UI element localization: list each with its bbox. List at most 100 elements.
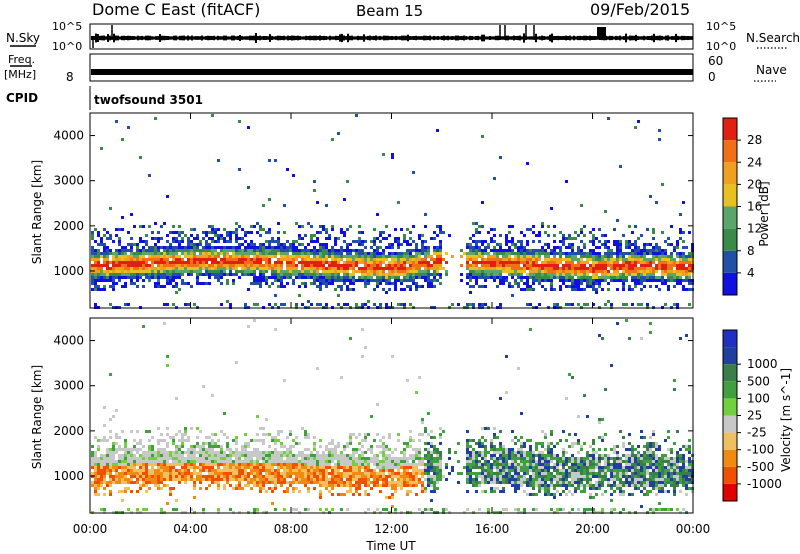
heatmap-cell	[103, 228, 106, 231]
heatmap-cell	[136, 490, 139, 493]
freq-sample	[183, 69, 185, 75]
nsky-sample	[289, 35, 291, 41]
heatmap-cell	[235, 475, 238, 478]
heatmap-cell	[502, 279, 505, 282]
heatmap-cell	[394, 288, 397, 291]
heatmap-cell	[487, 276, 490, 279]
heatmap-cell	[202, 261, 205, 264]
heatmap-cell	[169, 457, 172, 460]
heatmap-cell	[115, 460, 118, 463]
heatmap-cell	[640, 282, 643, 285]
heatmap-cell	[118, 475, 121, 478]
heatmap-cell	[589, 264, 592, 267]
heatmap-cell	[223, 469, 226, 472]
heatmap-cell	[343, 463, 346, 466]
heatmap-cell	[307, 261, 310, 264]
heatmap-cell	[262, 246, 265, 249]
heatmap-cell	[118, 264, 121, 267]
heatmap-cell	[364, 436, 367, 439]
freq-sample	[395, 69, 397, 75]
heatmap-cell	[367, 463, 370, 466]
heatmap-cell	[328, 267, 331, 270]
heatmap-cell	[328, 237, 331, 240]
nsky-sample	[337, 36, 339, 40]
heatmap-cell	[355, 475, 358, 478]
heatmap-cell	[175, 273, 178, 276]
heatmap-cell	[142, 469, 145, 472]
heatmap-cell	[667, 288, 670, 291]
heatmap-cell	[205, 246, 208, 249]
heatmap-cell	[310, 267, 313, 270]
heatmap-cell	[265, 249, 268, 252]
heatmap-cell	[307, 457, 310, 460]
nave-tick-top: 60	[708, 54, 723, 68]
heatmap-cell	[313, 475, 316, 478]
heatmap-cell	[613, 279, 616, 282]
heatmap-cell	[433, 276, 436, 279]
heatmap-cell	[361, 460, 364, 463]
heatmap-cell	[226, 478, 229, 481]
heatmap-cell	[274, 270, 277, 273]
heatmap-cell	[100, 255, 103, 258]
heatmap-cell	[307, 436, 310, 439]
heatmap-cell	[226, 279, 229, 282]
heatmap-cell	[439, 261, 442, 264]
heatmap-cell	[139, 249, 142, 252]
heatmap-cell	[286, 252, 289, 255]
heatmap-cell	[196, 466, 199, 469]
heatmap-cell	[238, 457, 241, 460]
heatmap-cell	[256, 222, 259, 225]
nsky-sample	[383, 35, 385, 41]
heatmap-cell	[391, 478, 394, 481]
heatmap-cell	[394, 252, 397, 255]
nsky-sample	[361, 36, 363, 40]
nsky-sample	[549, 34, 551, 42]
heatmap-cell	[301, 258, 304, 261]
heatmap-cell	[547, 273, 550, 276]
nsky-sample	[557, 35, 559, 41]
heatmap-cell	[112, 478, 115, 481]
heatmap-cell	[262, 243, 265, 246]
heatmap-cell	[187, 270, 190, 273]
heatmap-cell	[325, 472, 328, 475]
heatmap-cell	[112, 475, 115, 478]
heatmap-cell	[151, 478, 154, 481]
heatmap-cell	[325, 475, 328, 478]
heatmap-cell	[607, 252, 610, 255]
heatmap-cell	[121, 258, 124, 261]
heatmap-cell	[346, 442, 349, 445]
heatmap-cell	[358, 463, 361, 466]
heatmap-cell	[646, 249, 649, 252]
heatmap-cell	[511, 225, 514, 228]
nsky-sample	[327, 36, 329, 40]
heatmap-cell	[229, 237, 232, 240]
heatmap-cell	[328, 249, 331, 252]
freq-sample	[605, 69, 607, 75]
nsky-sample	[397, 36, 399, 40]
heatmap-cell	[142, 267, 145, 270]
heatmap-cell	[661, 261, 664, 264]
heatmap-cell	[643, 279, 646, 282]
heatmap-cell	[586, 261, 589, 264]
heatmap-cell	[406, 249, 409, 252]
heatmap-cell	[361, 255, 364, 258]
heatmap-cell	[205, 270, 208, 273]
heatmap-cell	[652, 249, 655, 252]
heatmap-cell	[274, 252, 277, 255]
heatmap-cell	[544, 243, 547, 246]
heatmap-cell	[322, 267, 325, 270]
nsky-sample	[239, 35, 241, 41]
heatmap-cell	[538, 273, 541, 276]
nsky-sample	[203, 36, 205, 40]
freq-sample	[367, 69, 369, 75]
heatmap-cell	[436, 252, 439, 255]
heatmap-cell	[247, 478, 250, 481]
heatmap-cell	[328, 457, 331, 460]
heatmap-cell	[214, 445, 217, 448]
heatmap-cell	[577, 234, 580, 237]
heatmap-cell	[253, 472, 256, 475]
heatmap-cell	[301, 264, 304, 267]
heatmap-cell	[268, 246, 271, 249]
heatmap-cell	[460, 264, 463, 267]
heatmap-cell	[442, 231, 445, 234]
